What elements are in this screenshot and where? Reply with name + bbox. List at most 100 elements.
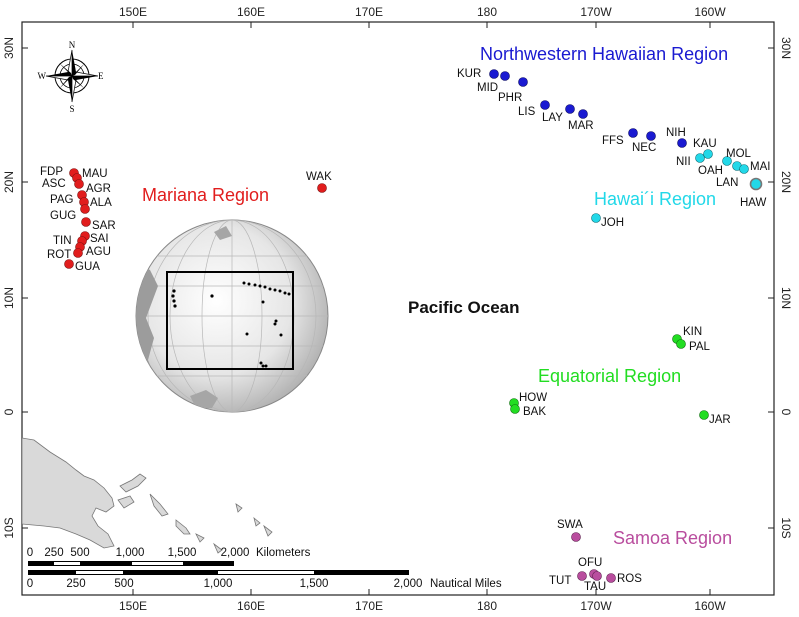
bottom-tick-label: 160E xyxy=(237,599,265,613)
site-marker[interactable] xyxy=(695,153,705,163)
globe-landmass xyxy=(190,390,218,408)
site-marker[interactable] xyxy=(81,217,91,227)
site-marker[interactable] xyxy=(591,213,601,223)
site-marker[interactable] xyxy=(565,104,575,114)
site-marker[interactable] xyxy=(500,71,510,81)
site-marker[interactable] xyxy=(606,573,616,583)
scale-bar-km: 0 250 500 1,000 1,500 2,000 Kilometers xyxy=(27,547,311,566)
site-marker[interactable] xyxy=(571,532,581,542)
site-label: PAL xyxy=(689,341,710,353)
site-label: ALA xyxy=(90,197,112,209)
site-label: TAU xyxy=(584,581,606,593)
bottom-axis-labels: 150E 160E 170E 180 170W 160W xyxy=(119,599,726,613)
top-tick-label: 170W xyxy=(580,5,612,19)
region-label-samoa: Samoa Region xyxy=(613,528,732,548)
site-marker[interactable] xyxy=(722,156,732,166)
top-tick-label: 150E xyxy=(119,5,147,19)
site-label: HAW xyxy=(740,197,767,209)
compass-n-label: N xyxy=(69,40,76,50)
island-shape xyxy=(253,516,261,527)
compass-rose-icon: N S E W xyxy=(38,40,105,114)
scale-bar-nm: 0 250 500 1,000 1,500 2,000 Nautical Mil… xyxy=(27,570,502,590)
top-tick-label: 160W xyxy=(694,5,726,19)
site-marker[interactable] xyxy=(518,77,528,87)
site-marker[interactable] xyxy=(703,149,713,159)
site-marker[interactable] xyxy=(74,179,84,189)
scale-nm-tick: 0 xyxy=(27,578,33,590)
site-label: ASC xyxy=(42,178,66,190)
site-marker[interactable] xyxy=(510,404,520,414)
site-marker[interactable] xyxy=(489,69,499,79)
scale-nm-tick: 250 xyxy=(66,578,85,590)
region-label-equatorial: Equatorial Region xyxy=(538,366,681,386)
inset-globe xyxy=(135,219,329,413)
new-guinea-landmass xyxy=(22,437,115,549)
site-marker[interactable] xyxy=(739,164,749,174)
site-marker[interactable] xyxy=(578,109,588,119)
site-marker[interactable] xyxy=(749,177,763,191)
site-marker[interactable] xyxy=(646,131,656,141)
site-marker[interactable] xyxy=(592,571,602,581)
bottom-tick-label: 150E xyxy=(119,599,147,613)
island-shape xyxy=(117,495,135,509)
site-marker[interactable] xyxy=(676,339,686,349)
globe-landmass xyxy=(214,226,232,240)
site-marker[interactable] xyxy=(699,410,709,420)
bottom-tick-label: 160W xyxy=(694,599,726,613)
site-label: KAU xyxy=(693,138,717,150)
site-label: OAH xyxy=(698,165,723,177)
region-label-nwhi: Northwestern Hawaiian Region xyxy=(480,44,728,64)
site-label: MOL xyxy=(726,148,752,160)
site-marker[interactable] xyxy=(64,259,74,269)
site-label: GUG xyxy=(50,210,76,222)
scale-nm-tick: 500 xyxy=(114,578,133,590)
site-marker[interactable] xyxy=(628,128,638,138)
top-tick-label: 180 xyxy=(477,5,497,19)
island-shape xyxy=(175,519,191,535)
site-label: NIH xyxy=(666,127,686,139)
right-tick-label: 20N xyxy=(779,171,793,193)
site-label: SAI xyxy=(90,233,109,245)
bottom-tick-label: 180 xyxy=(477,599,497,613)
scale-km-tick: 0 xyxy=(27,547,33,559)
island-shape xyxy=(195,533,205,543)
site-marker[interactable] xyxy=(577,571,587,581)
island-shape xyxy=(235,503,243,513)
scale-km-tick: 1,000 xyxy=(116,547,145,559)
site-label: GUA xyxy=(75,261,100,273)
scale-nm-tick: 1,000 xyxy=(204,578,233,590)
site-label: MAR xyxy=(568,120,594,132)
site-label: NEC xyxy=(632,142,656,154)
region-label-mariana: Mariana Region xyxy=(142,185,269,205)
scale-km-tick: 250 xyxy=(44,547,63,559)
left-axis-labels: 30N 20N 10N 0 10S xyxy=(2,37,16,539)
scale-km-tick: 1,500 xyxy=(168,547,197,559)
site-marker[interactable] xyxy=(317,183,327,193)
site-label: PHR xyxy=(498,92,522,104)
site-marker[interactable] xyxy=(73,248,83,258)
scale-km-unit: Kilometers xyxy=(256,547,311,559)
site-markers xyxy=(64,69,763,583)
site-label: MAI xyxy=(750,161,770,173)
scale-nm-tick: 1,500 xyxy=(300,578,329,590)
site-marker[interactable] xyxy=(540,100,550,110)
site-label: MID xyxy=(477,82,498,94)
site-label: OFU xyxy=(578,557,602,569)
left-tick-label: 20N xyxy=(2,171,16,193)
left-tick-label: 10S xyxy=(2,517,16,538)
island-shape xyxy=(119,473,147,493)
site-label: LAY xyxy=(542,112,563,124)
scale-nm-tick: 2,000 xyxy=(394,578,423,590)
site-marker[interactable] xyxy=(80,204,90,214)
top-tick-label: 160E xyxy=(237,5,265,19)
bottom-tick-label: 170E xyxy=(355,599,383,613)
site-label: HOW xyxy=(519,392,547,404)
right-tick-label: 10N xyxy=(779,287,793,309)
site-label: JOH xyxy=(601,217,624,229)
site-label: KUR xyxy=(457,68,481,80)
site-label: BAK xyxy=(523,406,546,418)
region-label-hawaii: Hawai´i Region xyxy=(594,189,716,209)
site-marker[interactable] xyxy=(677,138,687,148)
site-label: FDP xyxy=(40,166,63,178)
